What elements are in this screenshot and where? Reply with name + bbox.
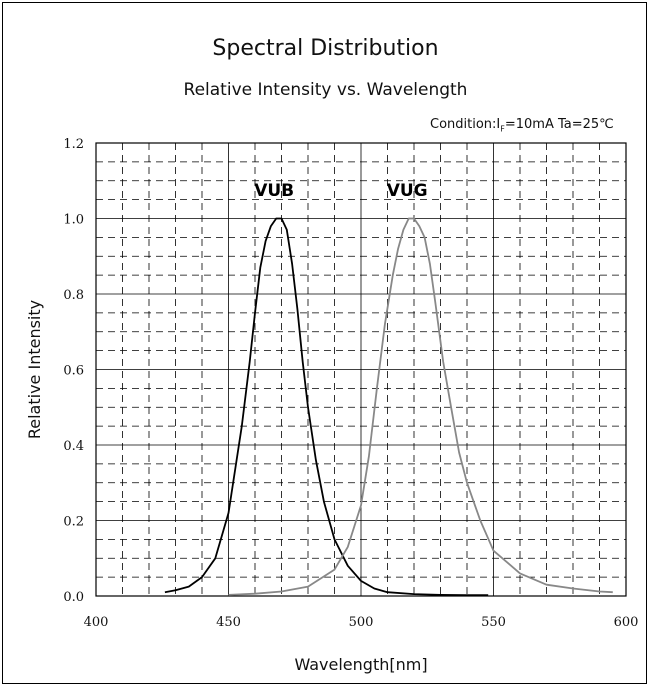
chart-axes [95, 142, 627, 597]
condition-subscript: F [500, 124, 505, 134]
y-tick-label: 0.8 [63, 288, 84, 303]
y-tick-label: 0.2 [63, 515, 84, 530]
y-tick-label: 0.4 [63, 439, 84, 454]
y-tick-label: 1.2 [63, 137, 84, 152]
x-tick-label: 600 [614, 615, 639, 630]
x-axis-label: Wavelength[nm] [294, 655, 427, 674]
series-label-vub: VUB [254, 181, 294, 201]
chart-title: Spectral Distribution [212, 36, 439, 61]
condition-rest: =10mA Ta=25℃ [504, 117, 614, 132]
condition-label: Condition:IF=10mA Ta=25℃ [430, 117, 614, 134]
condition-prefix: Condition:I [430, 117, 501, 132]
x-tick-label: 400 [84, 615, 109, 630]
series-label-vug: VUG [387, 181, 428, 201]
series-line-vug [228, 217, 613, 596]
x-tick-label: 550 [481, 615, 506, 630]
y-axis-label: Relative Intensity [25, 300, 44, 439]
y-tick-label: 1.0 [63, 213, 84, 228]
chart-subtitle: Relative Intensity vs. Wavelength [183, 80, 468, 100]
y-tick-label: 0.6 [63, 364, 84, 379]
chart-grid [96, 143, 626, 596]
chart-labels: 400 450 500 550 600 0.0 0.2 0.4 0.6 0.8 1.0 1.2 Wave… [25, 137, 638, 674]
x-tick-label: 500 [349, 615, 374, 630]
x-tick-label: 450 [216, 615, 241, 630]
series-line-vub [164, 217, 489, 597]
plot-area-border [95, 142, 627, 597]
y-tick-label: 0.0 [63, 590, 84, 605]
chart-series [164, 217, 613, 597]
